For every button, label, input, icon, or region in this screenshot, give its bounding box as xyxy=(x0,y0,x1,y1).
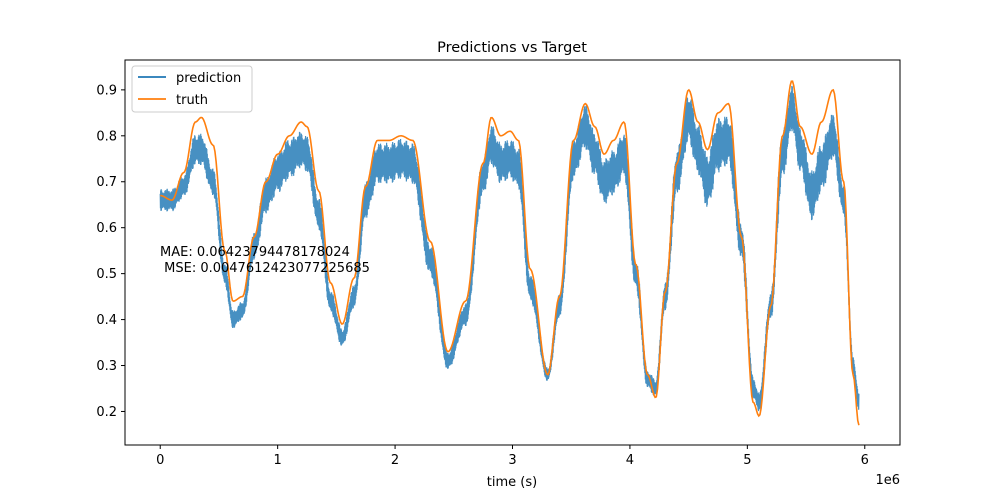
legend: prediction truth xyxy=(131,65,253,113)
y-axis: 0.2 0.3 0.4 0.5 0.6 0.7 0.8 0.9 xyxy=(96,83,125,420)
x-tick-label: 2 xyxy=(391,453,399,468)
series-truth-line xyxy=(160,80,860,426)
y-tick-label: 0.4 xyxy=(96,313,117,328)
legend-label-truth: truth xyxy=(176,93,208,108)
annotation-mse: MSE: 0.0047612423077225685 xyxy=(160,261,370,276)
y-tick-label: 0.8 xyxy=(96,129,117,144)
x-axis-label: time (s) xyxy=(487,475,537,490)
x-axis: 0 1 2 3 4 5 6 xyxy=(156,445,869,468)
x-tick-label: 6 xyxy=(861,453,869,468)
x-tick-label: 1 xyxy=(274,453,282,468)
y-tick-label: 0.3 xyxy=(96,359,117,374)
series-prediction-line xyxy=(159,85,860,412)
y-tick-label: 0.5 xyxy=(96,267,117,282)
y-tick-label: 0.6 xyxy=(96,221,117,236)
x-tick-label: 4 xyxy=(626,453,634,468)
annotation-text: MAE: 0.06423794478178024 MSE: 0.00476124… xyxy=(160,245,370,276)
x-axis-offset-label: 1e6 xyxy=(875,473,900,488)
y-tick-label: 0.2 xyxy=(96,405,117,420)
x-tick-label: 5 xyxy=(743,453,751,468)
y-tick-label: 0.9 xyxy=(96,83,117,98)
series-layer xyxy=(159,80,860,426)
x-tick-label: 0 xyxy=(156,453,164,468)
chart-title: Predictions vs Target xyxy=(437,40,587,56)
annotation-mae: MAE: 0.06423794478178024 xyxy=(160,245,350,260)
x-tick-label: 3 xyxy=(508,453,516,468)
legend-label-prediction: prediction xyxy=(176,71,241,86)
y-tick-label: 0.7 xyxy=(96,175,117,190)
